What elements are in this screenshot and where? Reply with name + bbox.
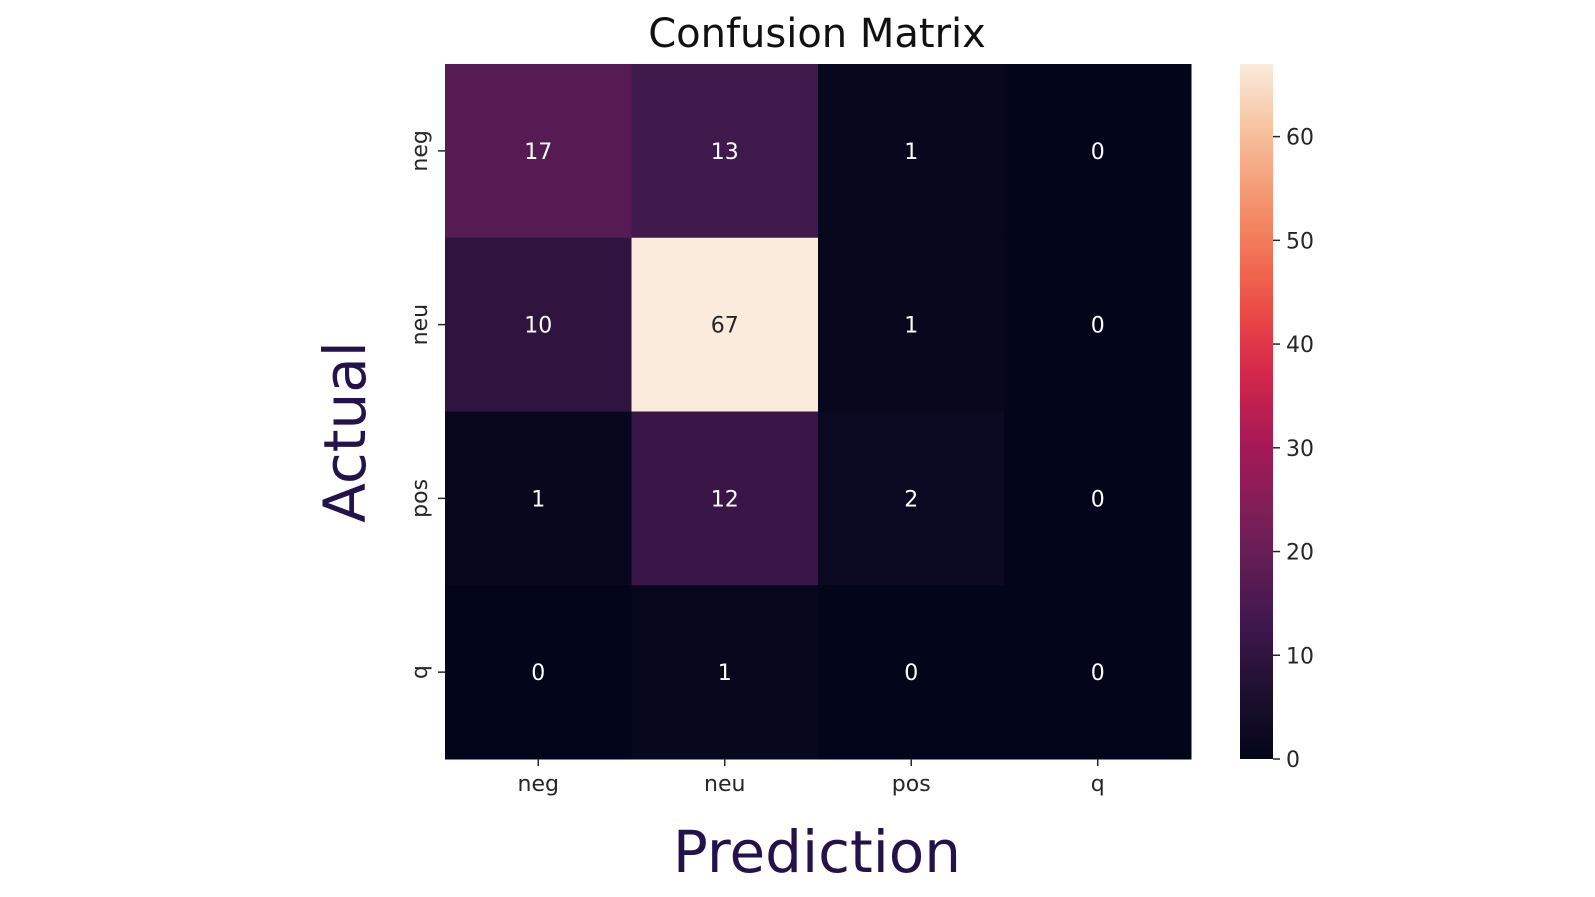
cell-value-label: 0 — [1091, 140, 1105, 165]
cell-value-label: 10 — [524, 314, 552, 339]
heatmap-cell — [445, 585, 632, 760]
y-tick-label: q — [408, 665, 433, 679]
heatmap-cell — [818, 237, 1005, 412]
heatmap-cell-labels: 17 13 1 010 67 1 01 12 2 00 1 0 0 — [524, 140, 1105, 686]
x-tick-label: neg — [518, 772, 559, 797]
cell-value-label: 0 — [1091, 487, 1105, 512]
colorbar — [1240, 64, 1273, 759]
x-tick-label: pos — [892, 772, 931, 797]
x-axis-label: Prediction — [673, 818, 961, 886]
heatmap-cell — [445, 64, 632, 239]
cell-value-label: 12 — [711, 487, 739, 512]
heatmap-cell — [631, 585, 819, 760]
x-tick-label: q — [1091, 772, 1105, 797]
colorbar-tick-label: 20 — [1286, 541, 1314, 566]
heatmap-cell — [1004, 585, 1192, 760]
heatmap-cell — [818, 585, 1005, 760]
heatmap-cell — [1004, 237, 1192, 412]
cell-value-label: 0 — [904, 661, 918, 686]
colorbar-tick-label: 10 — [1286, 644, 1314, 669]
cell-value-label: 2 — [904, 487, 918, 512]
heatmap-cell — [445, 411, 632, 586]
colorbar-tick-label: 30 — [1286, 437, 1314, 462]
heatmap-cell — [631, 237, 819, 412]
cell-value-label: 67 — [711, 314, 739, 339]
heatmap-cell — [818, 64, 1005, 239]
heatmap-cell — [818, 411, 1005, 586]
heatmap-cells — [445, 64, 1192, 760]
cell-value-label: 0 — [1091, 314, 1105, 339]
heatmap-cell — [631, 411, 819, 586]
cell-value-label: 1 — [718, 661, 732, 686]
colorbar-tick-label: 0 — [1286, 748, 1300, 773]
y-tick-label: pos — [408, 479, 433, 518]
cell-value-label: 0 — [1091, 661, 1105, 686]
x-tick-label: neu — [704, 772, 745, 797]
y-tick-label: neu — [408, 304, 433, 345]
chart-title: Confusion Matrix — [648, 11, 986, 57]
cell-value-label: 1 — [531, 487, 545, 512]
heatmap-cell — [631, 64, 819, 239]
colorbar-tick-label: 40 — [1286, 333, 1314, 358]
colorbar-tick-label: 50 — [1286, 229, 1314, 254]
heatmap-cell — [445, 237, 632, 412]
cell-value-label: 0 — [531, 661, 545, 686]
y-axis-label: Actual — [311, 341, 379, 523]
colorbar-tick-label: 60 — [1286, 126, 1314, 151]
heatmap-cell — [1004, 411, 1192, 586]
colorbar-ticks: 0 10 20 30 40 50 60 — [1273, 126, 1314, 773]
cell-value-label: 17 — [524, 140, 552, 165]
heatmap-cell — [1004, 64, 1192, 239]
cell-value-label: 1 — [904, 314, 918, 339]
cell-value-label: 13 — [711, 140, 739, 165]
y-axis-ticks: neg neu pos q — [408, 130, 445, 679]
cell-value-label: 1 — [904, 140, 918, 165]
y-tick-label: neg — [408, 130, 433, 171]
x-axis-ticks: neg neu pos q — [518, 759, 1105, 797]
